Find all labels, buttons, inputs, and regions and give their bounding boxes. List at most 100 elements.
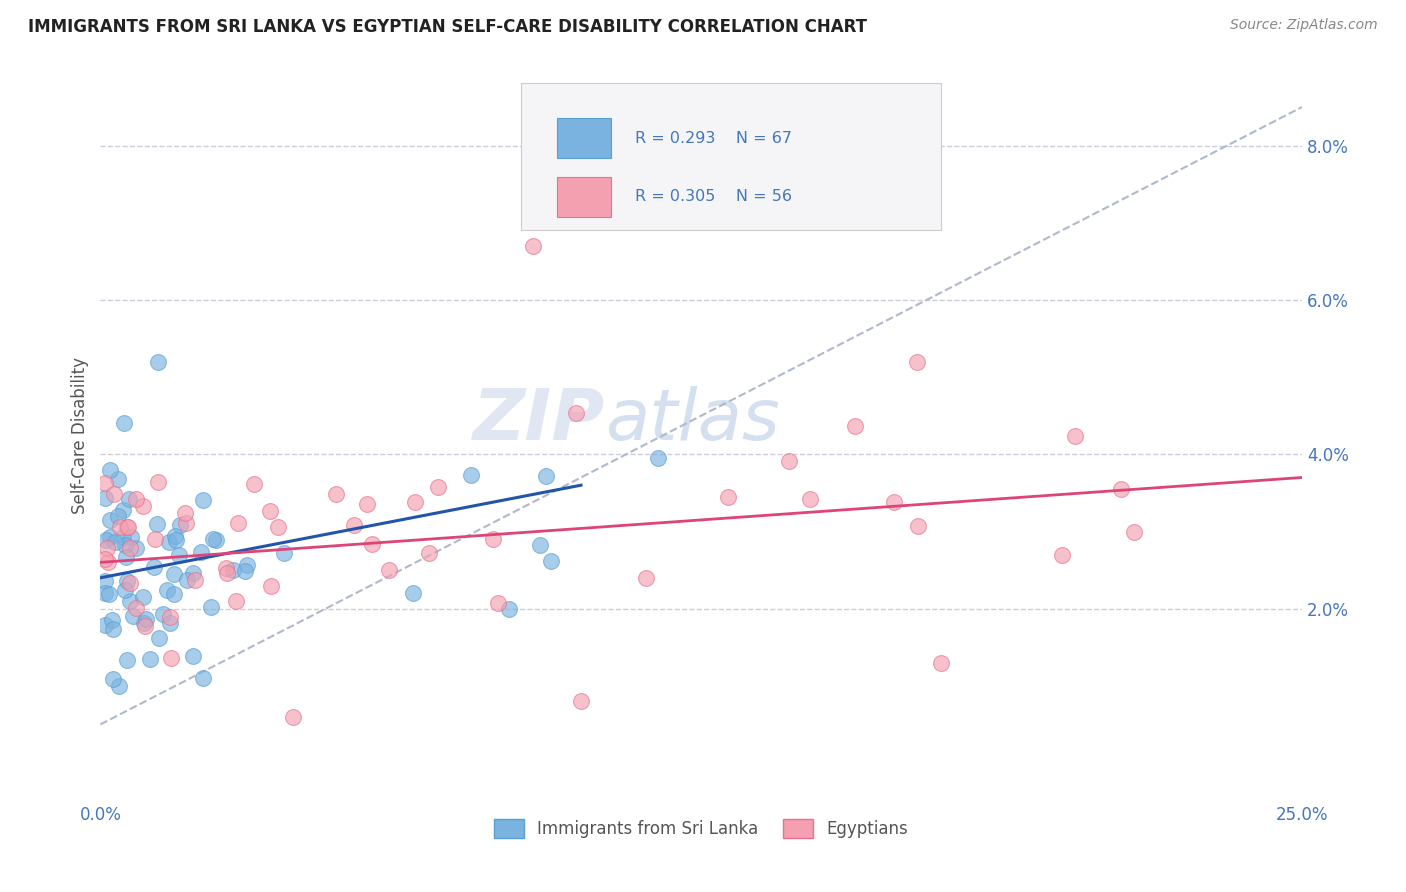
Text: Source: ZipAtlas.com: Source: ZipAtlas.com <box>1230 18 1378 32</box>
Point <box>101 672 124 686</box>
Point <box>112 417 135 431</box>
Point <box>132 616 155 631</box>
Point <box>174 507 197 521</box>
Point <box>193 493 215 508</box>
Point <box>569 694 592 708</box>
Point <box>190 545 212 559</box>
Point <box>183 573 205 587</box>
Point <box>931 656 953 670</box>
Point <box>266 520 288 534</box>
Point <box>115 520 138 534</box>
Point <box>103 622 125 636</box>
Point <box>202 532 225 546</box>
Point <box>634 571 657 585</box>
Point <box>159 616 181 631</box>
Point <box>139 652 162 666</box>
Point <box>325 486 347 500</box>
Point <box>115 574 138 588</box>
Point <box>98 463 121 477</box>
Point <box>94 586 117 600</box>
Point <box>118 576 141 591</box>
Point <box>134 618 156 632</box>
Point <box>115 549 138 564</box>
Point <box>94 491 117 506</box>
Point <box>145 517 167 532</box>
Point <box>157 534 180 549</box>
Point <box>156 583 179 598</box>
Point <box>142 560 165 574</box>
Point <box>132 500 155 514</box>
Point <box>160 651 183 665</box>
Point <box>418 546 440 560</box>
Point <box>522 239 544 253</box>
Point <box>94 533 117 547</box>
Point <box>165 533 187 548</box>
Point <box>165 529 187 543</box>
Y-axis label: Self-Care Disability: Self-Care Disability <box>72 357 89 514</box>
Point <box>125 601 148 615</box>
Point <box>152 607 174 621</box>
Point <box>122 609 145 624</box>
Point <box>97 555 120 569</box>
Point <box>181 566 204 580</box>
Point <box>115 653 138 667</box>
Point <box>356 497 378 511</box>
Point <box>404 495 426 509</box>
Point <box>108 519 131 533</box>
Point <box>1064 428 1087 442</box>
Point <box>907 519 929 533</box>
Point <box>118 541 141 555</box>
Point <box>540 554 562 568</box>
Point <box>163 587 186 601</box>
Bar <box>557 177 612 217</box>
Point <box>111 502 134 516</box>
Point <box>94 475 117 490</box>
Point <box>125 492 148 507</box>
Point <box>529 538 551 552</box>
Point <box>343 518 366 533</box>
Point <box>273 546 295 560</box>
Point <box>107 508 129 523</box>
Point <box>181 648 204 663</box>
Point <box>844 418 866 433</box>
Point <box>120 530 142 544</box>
Point <box>104 534 127 549</box>
Point <box>377 563 399 577</box>
Point <box>215 561 238 575</box>
Point <box>281 709 304 723</box>
Point <box>103 487 125 501</box>
Legend: Immigrants from Sri Lanka, Egyptians: Immigrants from Sri Lanka, Egyptians <box>486 812 915 845</box>
Point <box>907 355 929 369</box>
Point <box>778 454 800 468</box>
Point <box>200 599 222 614</box>
Point <box>482 532 505 546</box>
Point <box>236 558 259 572</box>
Point <box>100 513 122 527</box>
Point <box>118 491 141 506</box>
Point <box>94 617 117 632</box>
Text: R = 0.305    N = 56: R = 0.305 N = 56 <box>636 189 792 204</box>
Point <box>163 567 186 582</box>
Point <box>94 574 117 589</box>
FancyBboxPatch shape <box>520 83 942 230</box>
Point <box>174 516 197 530</box>
Bar <box>557 118 612 158</box>
Point <box>243 476 266 491</box>
Point <box>94 551 117 566</box>
Point <box>114 538 136 552</box>
Point <box>124 541 146 555</box>
Point <box>226 516 249 531</box>
Point <box>96 541 118 555</box>
Point <box>193 671 215 685</box>
Point <box>143 532 166 546</box>
Text: ZIP: ZIP <box>472 386 605 455</box>
Point <box>98 530 121 544</box>
Point <box>233 565 256 579</box>
Point <box>498 601 520 615</box>
Point <box>1050 548 1073 562</box>
Point <box>427 480 450 494</box>
Point <box>112 530 135 544</box>
Point <box>259 504 281 518</box>
Point <box>361 536 384 550</box>
Point <box>799 492 821 507</box>
